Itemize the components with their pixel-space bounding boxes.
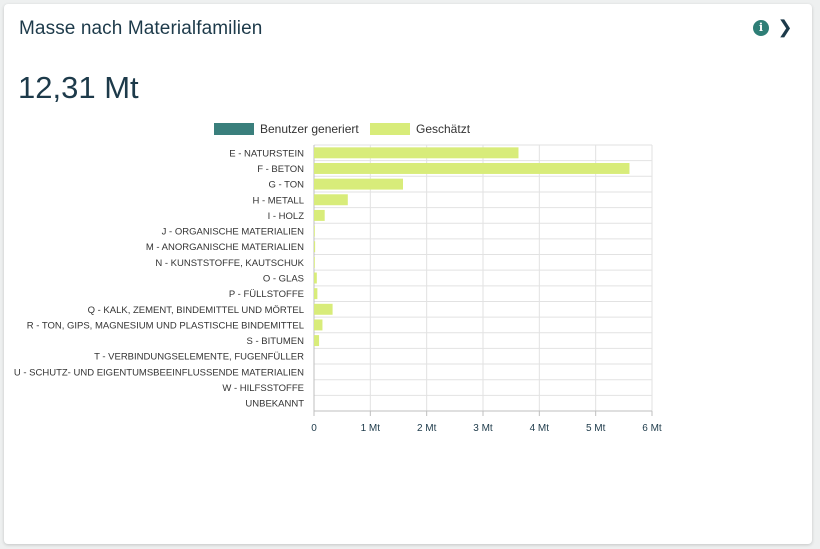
category-label: W - HILFSSTOFFE: [222, 383, 304, 394]
bar-geschaetzt: [314, 209, 325, 221]
category-label: S - BITUMEN: [246, 336, 304, 347]
bar-geschaetzt: [314, 335, 320, 347]
bar-geschaetzt: [314, 272, 317, 284]
legend-label-geschaetzt: Geschätzt: [416, 122, 471, 136]
category-label: T - VERBINDUNGSELEMENTE, FUGENFÜLLER: [94, 352, 304, 363]
category-label: I - HOLZ: [268, 211, 305, 222]
category-label: H - METALL: [252, 195, 304, 206]
category-label: UNBEKANNT: [245, 399, 304, 410]
x-tick-label: 0: [311, 423, 317, 434]
bar-geschaetzt: [314, 256, 315, 268]
bar-geschaetzt: [314, 241, 316, 253]
bar-geschaetzt: [314, 288, 318, 300]
x-tick-label: 1 Mt: [361, 423, 381, 434]
x-tick-label: 4 Mt: [530, 423, 550, 434]
category-label: F - BETON: [257, 164, 304, 175]
category-label: N - KUNSTSTOFFE, KAUTSCHUK: [155, 258, 304, 269]
bar-geschaetzt: [314, 225, 315, 237]
category-label: G - TON: [268, 180, 304, 191]
category-label: R - TON, GIPS, MAGNESIUM UND PLASTISCHE …: [27, 320, 304, 331]
bar-geschaetzt: [314, 147, 519, 159]
total-mass-value: 12,31 Mt: [18, 70, 139, 105]
x-tick-label: 3 Mt: [473, 423, 493, 434]
category-label: P - FÜLLSTOFFE: [229, 289, 304, 300]
chart-card: Masse nach Materialfamilien i ❯ 12,31 Mt: [4, 4, 812, 544]
bar-geschaetzt: [314, 178, 404, 190]
x-tick-label: 6 Mt: [642, 423, 662, 434]
legend-swatch-geschaetzt: [370, 123, 410, 135]
bar-geschaetzt: [314, 303, 333, 315]
category-label: J - ORGANISCHE MATERIALIEN: [162, 227, 304, 238]
category-label: M - ANORGANISCHE MATERIALIEN: [146, 242, 304, 253]
card-title: Masse nach Materialfamilien: [19, 18, 263, 39]
bar-geschaetzt: [314, 162, 630, 174]
info-icon[interactable]: i: [753, 20, 769, 36]
legend-swatch-benutzer-generiert: [214, 123, 254, 135]
chevron-right-icon[interactable]: ❯: [777, 17, 793, 37]
x-tick-label: 5 Mt: [586, 423, 606, 434]
x-tick-label: 2 Mt: [417, 423, 437, 434]
bar-geschaetzt: [314, 194, 348, 206]
category-label: Q - KALK, ZEMENT, BINDEMITTEL UND MÖRTEL: [88, 305, 304, 316]
legend-label-benutzer-generiert: Benutzer generiert: [260, 122, 359, 136]
bar-geschaetzt: [314, 319, 323, 331]
category-label: O - GLAS: [263, 274, 304, 285]
category-label: U - SCHUTZ- UND EIGENTUMSBEEINFLUSSENDE …: [14, 367, 304, 378]
category-label: E - NATURSTEIN: [229, 148, 304, 159]
